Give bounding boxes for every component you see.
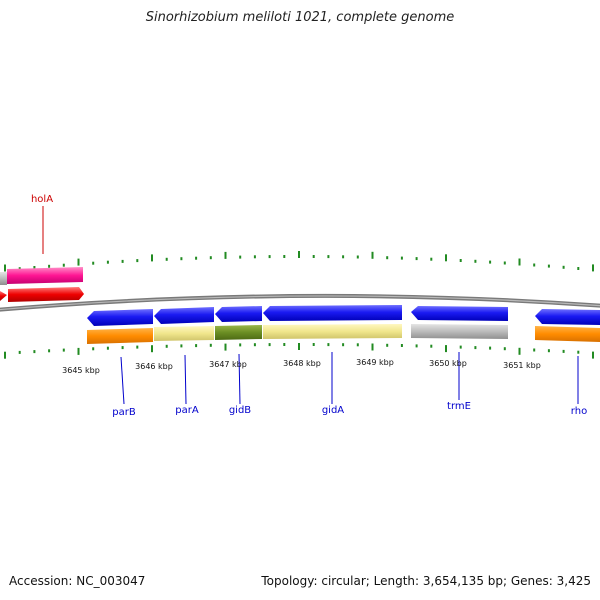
leader-parb <box>120 356 125 405</box>
scale-label: 3648 kbp <box>283 359 321 368</box>
scale-label: 3645 kbp <box>62 366 100 375</box>
gene-label-trme: trmE <box>447 401 471 412</box>
leader-para <box>184 354 187 405</box>
gene-label-para: parA <box>175 405 199 416</box>
gene-gidb[interactable] <box>215 306 262 322</box>
gene-label-parb: parB <box>112 407 136 418</box>
scale-label: 3649 kbp <box>356 358 394 367</box>
band-parb <box>87 328 153 344</box>
gene-gray-left[interactable] <box>0 272 7 285</box>
band-gida <box>263 324 402 339</box>
scale-ticks-outer <box>4 251 594 272</box>
scale-label: 3646 kbp <box>135 362 173 371</box>
gene-rho[interactable] <box>535 309 600 325</box>
leader-gidb <box>238 353 241 405</box>
gene-gida[interactable] <box>263 305 402 321</box>
gene-red-left-a[interactable] <box>0 291 7 301</box>
scale-label: 3647 kbp <box>209 360 247 369</box>
map-title: Sinorhizobium meliloti 1021, complete ge… <box>145 10 455 25</box>
band-rho <box>535 326 600 342</box>
gene-label-gidb: gidB <box>229 405 251 416</box>
gene-red-left-b[interactable] <box>8 287 84 302</box>
gene-hola[interactable] <box>7 267 83 284</box>
scale-label: 3650 kbp <box>429 359 467 368</box>
scale-label: 3651 kbp <box>503 361 541 370</box>
genome-summary-text: Topology: circular; Length: 3,654,135 bp… <box>261 574 591 588</box>
accession-text: Accession: NC_003047 <box>9 574 146 588</box>
band-gidb <box>215 325 262 340</box>
scale-ticks-inner <box>4 343 594 359</box>
band-trme <box>411 324 508 339</box>
band-para <box>154 326 214 341</box>
gene-label-gida: gidA <box>322 405 344 416</box>
gene-label-rho: rho <box>571 406 587 417</box>
gene-label-hola: holA <box>31 194 53 205</box>
gene-para[interactable] <box>154 307 214 324</box>
gene-trme[interactable] <box>411 306 508 321</box>
gene-parb[interactable] <box>87 309 153 326</box>
